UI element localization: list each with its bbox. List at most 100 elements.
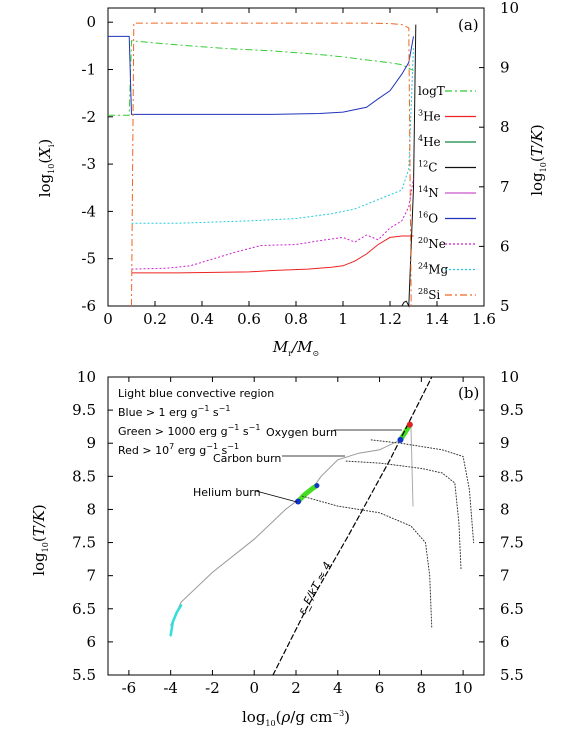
o-burn-start-marker [397,436,404,443]
panel-a-label: (a) [458,16,479,34]
panel-b-xtick-label: 2 [291,679,301,697]
series-line-logT [108,40,414,116]
panel-b-xtick-label: 8 [417,679,427,697]
panel-a-ytick-label: -5 [81,250,96,268]
series-line-carbon-burn-line [345,460,462,570]
panel-b-ticks: -6 -4 -2 0 2 4 6 8 10 10 10 9.5 9.5 9 9 8.5 8.5 8 8 7.5 7.5 7… [72,368,524,697]
legend-label-4He: 4He [418,134,441,149]
panel-a-ytick-right-label: 9 [500,59,510,77]
panel-b-ytick-right-label: 7.5 [500,534,524,552]
annotation-green: Green > 1000 erg g−1 s−1 [118,423,260,438]
panel-a-ytick-label: 0 [86,13,96,31]
panel-b-ytick-label: 9 [86,434,96,452]
annotation-oxygen-burn: Oxygen burn [266,426,337,439]
panel-a-ticks: 0 0.2 0.4 0.6 0.8 1 1.2 1.4 1.6 0 -1 -2 -3 -4 -5 -6 10 9 8… [81,0,519,328]
panel-b-ylabel: log10(T/K) [30,504,50,576]
panel-b-xtick-label: -2 [205,679,220,697]
panel-b-ytick-right-label: 8 [500,500,510,518]
panel-a-xtick-label: 0.8 [284,310,308,328]
panel-a-xtick-label: 1.2 [378,310,402,328]
he-burn-start-marker [295,498,302,505]
legend-label-20Ne: 20Ne [418,236,446,251]
annotation-helium-burn: Helium burn [193,486,261,499]
panel-a-xtick-label: 1.6 [472,310,496,328]
series-line-3He [131,235,414,274]
panel-a-xtick-label: 0.6 [237,310,261,328]
panel-b-ytick-label: 7 [86,567,96,585]
series-line-20Ne [131,178,414,270]
panel-a-ytick-label: -4 [81,202,96,220]
series-line-12C [401,24,417,308]
panel-b-ytick-label: 7.5 [72,534,96,552]
panel-b-ytick-label: 6 [86,633,96,651]
annotation-carbon-burn: Carbon burn [213,452,281,465]
series-line-convective [169,604,183,637]
legend-label-24Mg: 24Mg [418,262,448,277]
panel-a-ylabel-right: log10(T/K) [528,124,548,196]
panel-b-ytick-label: 8.5 [72,467,96,485]
legend-label-3He: 3He [418,109,441,124]
series-line-helium-burn-line [301,495,433,630]
series-line-final [410,422,414,507]
panel-b-ytick-label: 10 [77,368,96,386]
series-line-degeneracy [272,376,433,676]
panel-a-ytick-label: -1 [81,60,96,78]
panel-a-xtick-label: 0.4 [190,310,214,328]
panel-b-ytick-right-label: 10 [500,368,519,386]
panel-a-series [108,22,417,308]
panel-b-ytick-right-label: 7 [500,567,510,585]
panel-a-legend: logT 3He 4He 12C 14N 16O 20Ne 24Mg 28Si [418,84,476,302]
series-line-16O [108,35,414,115]
series-line-track [170,422,412,626]
panel-b-xtick-label: 6 [375,679,385,697]
panel-a-xtick-label: 0 [103,310,113,328]
panel-b-ytick-label: 5.5 [72,666,96,684]
panel-a-ytick-label: -2 [81,108,96,126]
legend-label-14N: 14N [418,185,439,200]
helium-leader [255,490,298,503]
panel-b-ytick-right-label: 9.5 [500,401,524,419]
panel-a-xlabel: Mr/M⊙ [272,338,319,358]
panel-a-ytick-right-label: 5 [500,297,510,315]
annotation-degeneracy: ε_F/kT ≈ 4 [296,560,335,617]
panel-b-xtick-label: -6 [122,679,137,697]
panel-b-ytick-right-label: 8.5 [500,467,524,485]
panel-a-ylabel-left: log10(Xi) [36,139,56,198]
panel-b-label: (b) [458,384,479,402]
o-burn-end-marker [406,421,413,428]
panel-b-series [169,376,475,676]
panel-b-ytick-label: 6.5 [72,600,96,618]
panel-a-xtick-label: 1.4 [425,310,449,328]
panel-b-ytick-right-label: 9 [500,434,510,452]
panel-a-ytick-right-label: 10 [500,0,519,17]
series-line-28Si [131,22,412,307]
panel-a-ytick-right-label: 7 [500,178,510,196]
panel-b-xtick-label: 10 [454,679,473,697]
annotation-blue: Blue > 1 erg g−1 s−1 [118,404,230,419]
panel-b-xtick-label: 0 [249,679,259,697]
panel-b-ytick-right-label: 6 [500,633,510,651]
panel-a-ytick-label: -3 [81,155,96,173]
panel-a-xtick-label: 0.2 [143,310,167,328]
panel-b-ytick-label: 9.5 [72,401,96,419]
legend-label-28Si: 28Si [418,287,440,302]
panel-b-xlabel: log10(ρ/g cm−3) [242,708,350,728]
panel-a-ytick-right-label: 8 [500,118,510,136]
legend-label-logT: logT [418,84,445,98]
panel-b-xtick-label: 4 [333,679,343,697]
annotation-convective: Light blue convective region [118,387,274,400]
legend-label-16O: 16O [418,211,438,226]
series-line-oxygen-burn-line [370,439,475,544]
he-burn-end-marker [314,483,320,489]
panel-b-ytick-right-label: 6.5 [500,600,524,618]
legend-label-12C: 12C [418,160,437,175]
panel-a-xtick-label: 1 [338,310,348,328]
series-line-24Mg [131,45,414,224]
panel-a-ytick-right-label: 6 [500,237,510,255]
panel-b-xtick-label: -4 [163,679,178,697]
panel-a-ytick-label: -6 [81,297,96,315]
panel-b-ytick-label: 8 [86,500,96,518]
panel-b-ytick-right-label: 5.5 [500,666,524,684]
